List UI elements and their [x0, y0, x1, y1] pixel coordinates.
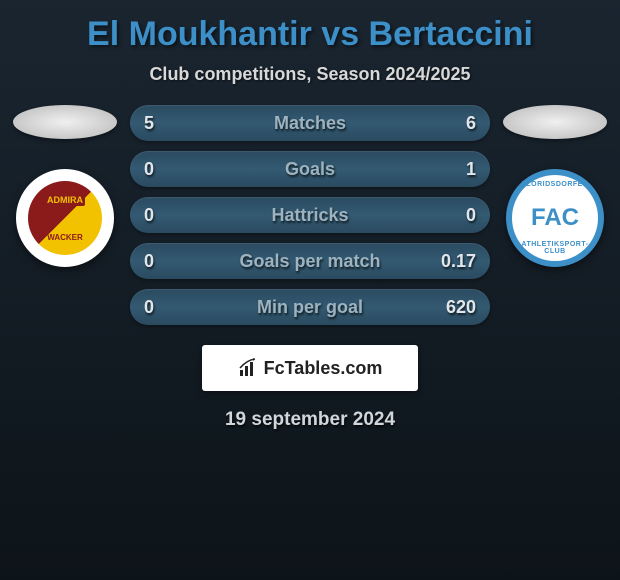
stat-right-value: 6: [436, 113, 476, 134]
main-content: ADMIRA WACKER 5 Matches 6 0 Goals 1 0 Ha…: [0, 85, 620, 335]
stat-label: Goals per match: [239, 251, 380, 272]
stat-label: Goals: [285, 159, 335, 180]
stat-left-value: 0: [144, 297, 184, 318]
badge-arc-bottom: ATHLETIKSPORT-CLUB: [512, 241, 598, 255]
stat-left-value: 0: [144, 205, 184, 226]
stat-right-value: 620: [436, 297, 476, 318]
date-label: 19 september 2024: [0, 409, 620, 431]
stat-row: 0 Hattricks 0: [130, 197, 490, 233]
stat-right-value: 0: [436, 205, 476, 226]
stats-column: 5 Matches 6 0 Goals 1 0 Hattricks 0 0 Go…: [120, 105, 500, 335]
bar-chart-icon: [238, 358, 260, 378]
stat-left-value: 0: [144, 159, 184, 180]
badge-text-bottom: WACKER: [47, 234, 83, 242]
admira-wacker-crest: ADMIRA WACKER: [28, 181, 102, 255]
stat-row: 0 Goals 1: [130, 151, 490, 187]
stat-left-value: 5: [144, 113, 184, 134]
left-side: ADMIRA WACKER: [10, 105, 120, 267]
left-team-badge: ADMIRA WACKER: [16, 169, 114, 267]
stat-label: Matches: [274, 113, 346, 134]
stat-row: 0 Min per goal 620: [130, 289, 490, 325]
fac-crest-text: FAC: [531, 204, 579, 232]
stat-label: Min per goal: [257, 297, 363, 318]
stat-label: Hattricks: [271, 205, 348, 226]
right-ellipse-shadow: [503, 105, 607, 139]
right-team-badge: FLORIDSDORFER FAC ATHLETIKSPORT-CLUB: [506, 169, 604, 267]
stat-right-value: 1: [436, 159, 476, 180]
logo-label: FcTables.com: [264, 358, 383, 379]
subtitle: Club competitions, Season 2024/2025: [0, 64, 620, 85]
page-title: El Moukhantir vs Bertaccini: [0, 15, 620, 54]
fctables-logo-box: FcTables.com: [202, 345, 418, 391]
fctables-logo: FcTables.com: [238, 358, 383, 379]
badge-text-top: ADMIRA: [45, 195, 85, 206]
right-side: FLORIDSDORFER FAC ATHLETIKSPORT-CLUB: [500, 105, 610, 267]
stat-left-value: 0: [144, 251, 184, 272]
comparison-card: El Moukhantir vs Bertaccini Club competi…: [0, 0, 620, 441]
stat-row: 5 Matches 6: [130, 105, 490, 141]
badge-arc-top: FLORIDSDORFER: [512, 181, 598, 188]
stat-right-value: 0.17: [436, 251, 476, 272]
stat-row: 0 Goals per match 0.17: [130, 243, 490, 279]
left-ellipse-shadow: [13, 105, 117, 139]
